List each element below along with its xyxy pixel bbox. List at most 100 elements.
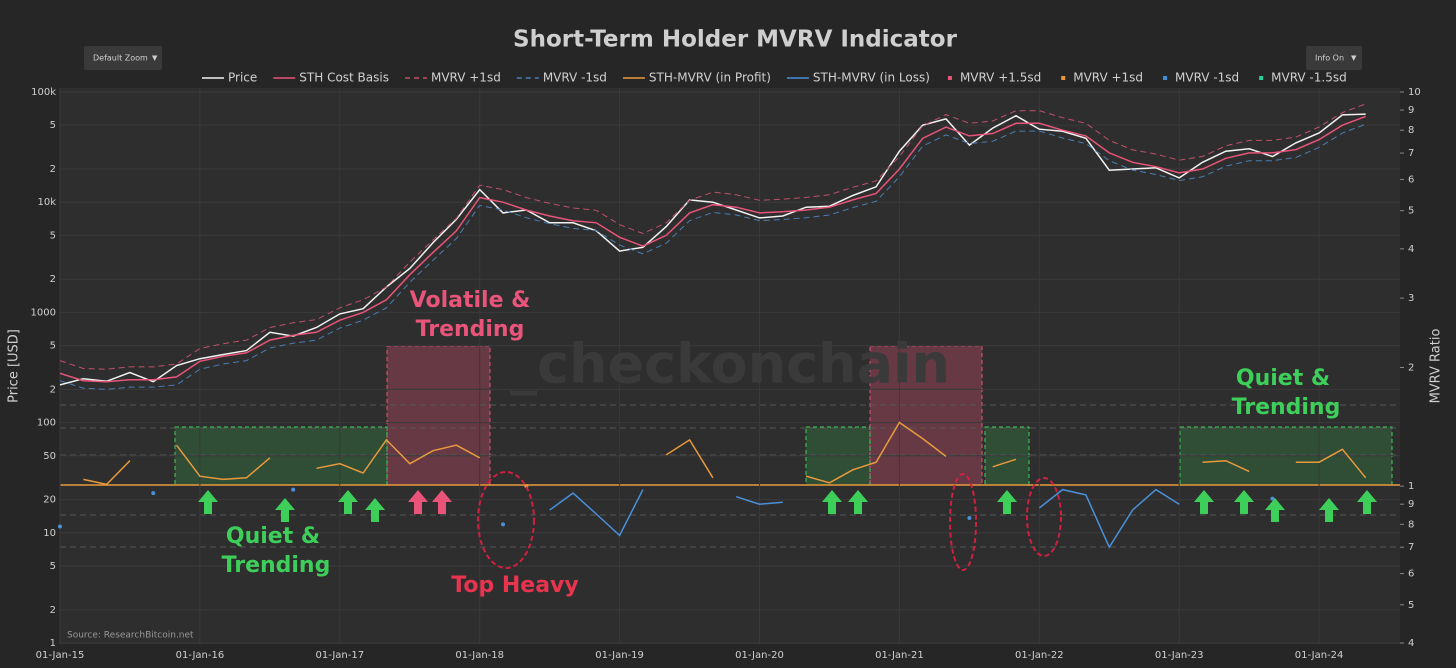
y2-tick-label: 5 [1408,600,1414,611]
y2-tick-label: 8 [1408,125,1414,136]
y-tick-label: 2 [50,274,56,285]
y-tick-label: 5 [50,120,56,131]
series-line [549,489,644,537]
series-line [176,444,271,481]
y-tick-label: 100k [31,87,56,98]
watermark: _checkonchain [510,333,950,396]
x-tick-label: 01-Jan-15 [36,650,85,661]
y2-tick-label: 9 [1408,105,1414,116]
annotation: Trending [1232,395,1341,420]
y-tick-label: 100 [37,418,56,429]
y2-tick-label: 4 [1408,638,1414,649]
legend-marker [1163,76,1168,80]
plot-area [60,88,1400,644]
highlight-ellipse [477,471,535,569]
arrow [1319,498,1339,522]
legend-label: STH Cost Basis [299,71,389,85]
arrow [432,490,452,514]
arrow [1265,498,1285,522]
series-point [291,487,296,492]
series-point [1270,496,1275,501]
plot [58,103,1367,549]
button-label[interactable]: Info On [1315,54,1344,63]
x-tick-label: 01-Jan-20 [735,650,784,661]
series-line [805,421,947,484]
y-tick-label: 5 [50,341,56,352]
y2-tick-label: 10 [1408,87,1421,98]
zoom-button[interactable]: Default Zoom ▼ [84,46,162,70]
y2-tick-label: 6 [1408,569,1414,580]
arrows [198,490,1377,522]
series-line [83,460,131,486]
arrow [275,498,295,522]
series-line [59,115,1366,383]
y-tick-label: 5 [50,561,56,572]
series-point [151,491,156,496]
annotation: Trending [416,317,525,342]
series-point [967,516,972,521]
series-point [501,522,506,527]
volatile-region [386,345,491,486]
circles [477,471,1062,571]
y2-tick-label: 3 [1408,293,1414,304]
arrow [408,490,428,514]
legend-label: MVRV +1sd [431,71,501,85]
series-line [1295,448,1367,479]
y-tick-label: 2 [50,605,56,616]
series-line [316,438,481,474]
legend-label: MVRV -1sd [543,71,607,85]
annotation: Quiet & [1236,366,1330,391]
annotation: Trending [222,553,331,578]
legend-marker [1259,76,1264,80]
series-point [58,524,62,529]
y-tick-label: 2 [50,164,56,175]
arrow [365,498,385,522]
x-tick-label: 01-Jan-22 [1015,650,1064,661]
y2-axis-label: MVRV Ratio [1429,329,1444,404]
button-label[interactable]: Default Zoom [93,54,148,63]
series-line [1038,488,1180,549]
chart-title: Short-Term Holder MVRV Indicator [513,27,958,53]
highlight-ellipse [1026,477,1062,557]
series-line [59,113,1366,386]
series-line [735,495,783,505]
button-bg[interactable] [84,46,162,70]
legend-marker [947,76,952,80]
dropdown-icon[interactable]: ▼ [1351,54,1357,62]
arrow [822,490,842,514]
dropdown-icon[interactable]: ▼ [152,54,158,62]
x-tick-label: 01-Jan-24 [1295,650,1344,661]
arrow [1357,490,1377,514]
y-tick-label: 1000 [31,307,56,318]
series-line [1202,459,1250,473]
y-tick-label: 5 [50,230,56,241]
series-line [992,458,1017,468]
arrow [198,490,218,514]
grid: 1 2 5 10 20 50 100 2 5 1000 2 5 10k 2 5 100k 4 5 6 7 8 9 1 2 3 4 5… [31,87,1421,661]
y-tick-label: 20 [43,495,56,506]
y-axis-label: Price [USD] [7,329,22,403]
y2-tick-label: 4 [1408,244,1414,255]
series-line [665,438,714,479]
highlight-ellipse [949,473,977,571]
x-tick-label: 01-Jan-23 [1155,650,1204,661]
y2-tick-label: 6 [1408,174,1414,185]
legend-label: MVRV +1.5sd [960,71,1041,85]
info-button[interactable]: Info On ▼ [1306,46,1362,70]
arrow [338,490,358,514]
legend-marker [1061,76,1066,80]
legend-label: STH-MVRV (in Profit) [649,71,771,85]
legend-label: MVRV +1sd [1073,71,1143,85]
arrow [1194,490,1214,514]
x-tick-label: 01-Jan-17 [315,650,364,661]
y2-tick-label: 2 [1408,363,1414,374]
x-tick-label: 01-Jan-21 [875,650,924,661]
y2-tick-label: 7 [1408,148,1414,159]
legend: Price STH Cost Basis MVRV +1sd MVRV -1sd STH… [202,71,1347,85]
y-tick-label: 2 [50,384,56,395]
button-bg[interactable] [1306,46,1362,70]
y2-tick-label: 8 [1408,519,1414,530]
source: Source: ResearchBitcoin.net [67,631,194,641]
y-tick-label: 50 [43,451,56,462]
